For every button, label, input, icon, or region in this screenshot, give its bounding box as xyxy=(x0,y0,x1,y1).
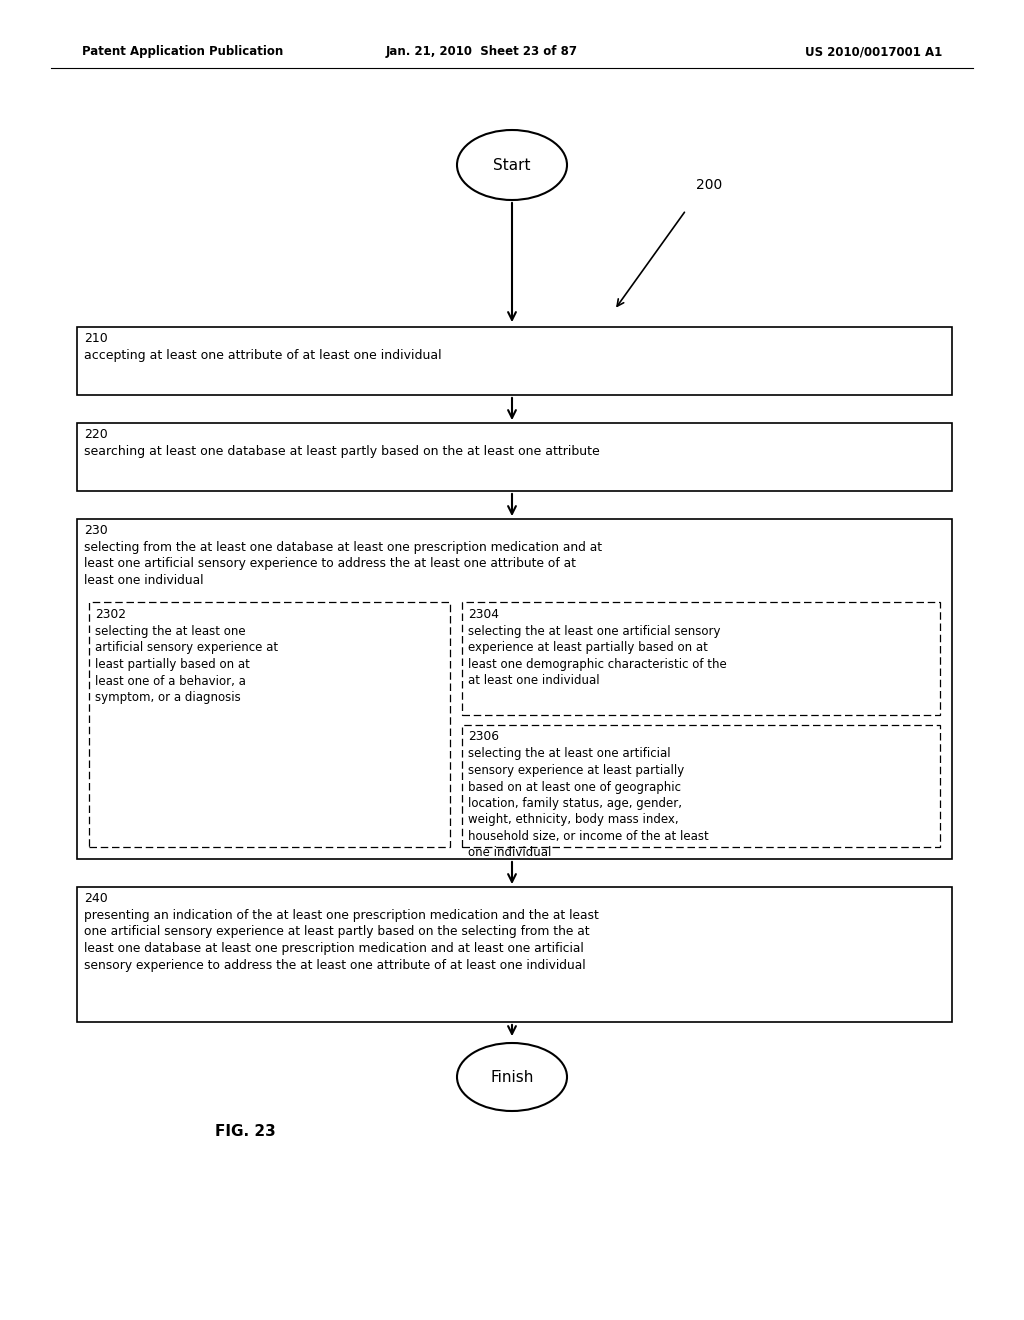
Bar xyxy=(462,602,940,714)
Bar xyxy=(89,602,450,847)
Text: Jan. 21, 2010  Sheet 23 of 87: Jan. 21, 2010 Sheet 23 of 87 xyxy=(385,45,578,58)
Text: Finish: Finish xyxy=(490,1069,534,1085)
Text: selecting from the at least one database at least one prescription medication an: selecting from the at least one database… xyxy=(84,541,602,587)
Text: searching at least one database at least partly based on the at least one attrib: searching at least one database at least… xyxy=(84,445,599,458)
Text: presenting an indication of the at least one prescription medication and the at : presenting an indication of the at least… xyxy=(84,909,599,972)
Text: 2306: 2306 xyxy=(468,730,499,743)
Bar xyxy=(77,327,952,395)
Text: 2302: 2302 xyxy=(95,609,126,620)
Bar xyxy=(77,887,952,1022)
Text: 200: 200 xyxy=(696,178,723,191)
Bar xyxy=(77,519,952,859)
Text: FIG. 23: FIG. 23 xyxy=(215,1125,276,1139)
Text: Start: Start xyxy=(494,157,530,173)
Text: 2304: 2304 xyxy=(468,609,499,620)
Text: Patent Application Publication: Patent Application Publication xyxy=(82,45,284,58)
Text: 210: 210 xyxy=(84,333,108,345)
Bar xyxy=(462,725,940,847)
Text: selecting the at least one
artificial sensory experience at
least partially base: selecting the at least one artificial se… xyxy=(95,624,278,704)
Text: accepting at least one attribute of at least one individual: accepting at least one attribute of at l… xyxy=(84,348,441,362)
Bar xyxy=(77,422,952,491)
Text: 220: 220 xyxy=(84,428,108,441)
Text: US 2010/0017001 A1: US 2010/0017001 A1 xyxy=(805,45,942,58)
Text: selecting the at least one artificial sensory
experience at least partially base: selecting the at least one artificial se… xyxy=(468,624,727,688)
Text: 230: 230 xyxy=(84,524,108,537)
Text: 240: 240 xyxy=(84,892,108,906)
Text: selecting the at least one artificial
sensory experience at least partially
base: selecting the at least one artificial se… xyxy=(468,747,709,859)
